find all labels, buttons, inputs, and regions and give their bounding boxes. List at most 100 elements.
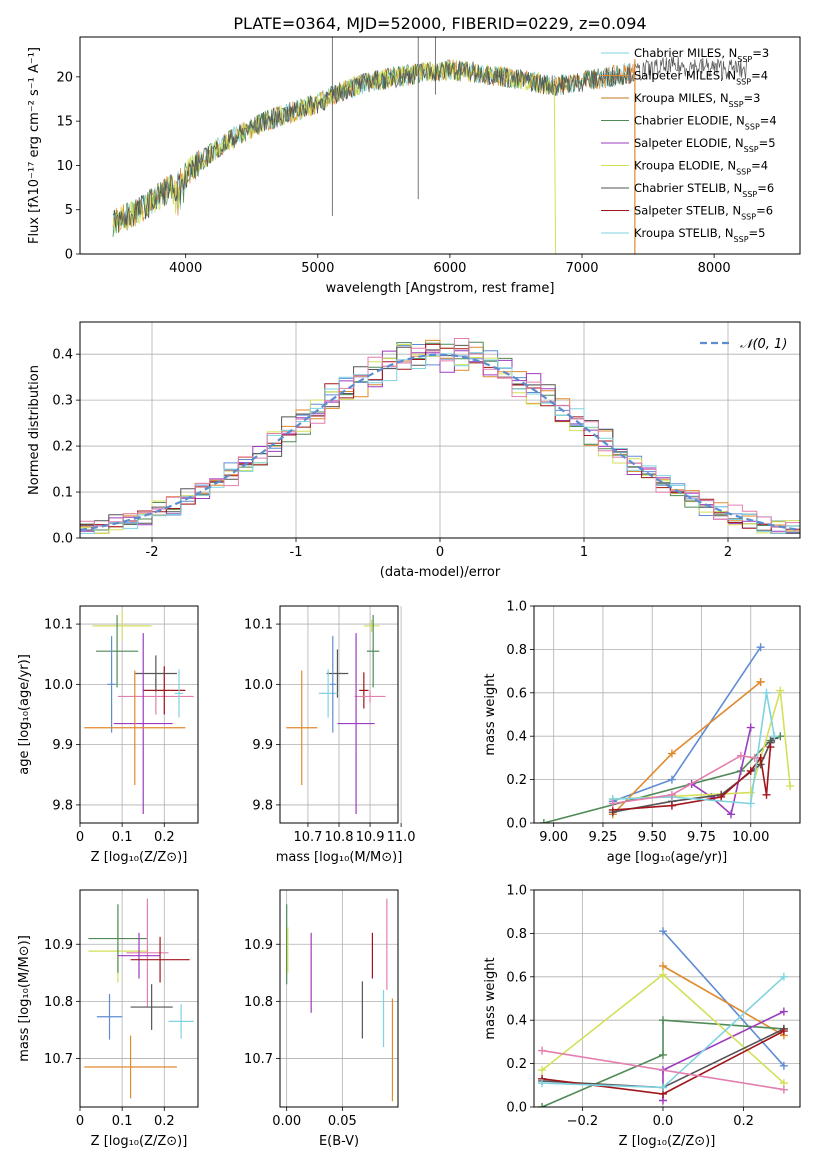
mass_vs_z-ytick-label: 10.9 — [44, 938, 73, 953]
spectrum-dropout-line — [553, 85, 557, 254]
spectrum-series-kroupa_elodie — [112, 60, 556, 234]
age_vs_z-xtick-label: 0.2 — [154, 830, 175, 845]
age_vs_z-ytick-label: 9.9 — [52, 738, 73, 753]
residuals-xtick-label: 1 — [580, 545, 588, 560]
residuals-ylabel: Normed distribution — [27, 365, 42, 495]
mass_vs_z-xtick-label: 0 — [76, 1114, 84, 1129]
weight_vs_z-ytick-label: 0.8 — [506, 927, 527, 942]
residual-histogram-salpeter_stelib — [80, 343, 800, 534]
weight_vs_age-point-marker — [756, 677, 765, 686]
weight_vs_z-xtick-label: 0.2 — [733, 1114, 754, 1129]
weight_vs_z-series-chabrier_elodie — [541, 1019, 784, 1107]
weight_vs_z-point-marker — [779, 1027, 788, 1036]
mass_vs_ebv-ytick-label: 10.9 — [244, 938, 273, 953]
weight_vs_age-xlabel: age [log₁₀(age/yr)] — [607, 850, 728, 865]
weight_vs_z-point-marker — [538, 1079, 547, 1088]
weight_vs_z-point-marker — [779, 1061, 788, 1070]
mass_vs_z-ytick-label: 10.8 — [44, 995, 73, 1010]
weight_vs_z-ylabel: mass weight — [483, 957, 498, 1039]
weight_vs_z-point-marker — [658, 961, 667, 970]
residuals-ytick-label: 0.1 — [52, 486, 73, 501]
residuals-ytick-label: 0.0 — [52, 532, 73, 547]
age_vs_z-frame — [79, 605, 199, 824]
weight_vs_z-point-marker — [658, 1083, 667, 1092]
weight_vs_z-point-marker — [658, 1016, 667, 1025]
legend-entry: Chabrier ELODIE, NSSP=4 — [634, 114, 777, 132]
age_vs_z-xlabel: Z [log₁₀(Z/Z⊙)] — [91, 850, 188, 865]
age_vs_mass-xlabel: mass [log₁₀(M/M⊙)] — [276, 850, 403, 865]
age_vs_mass-ytick-label: 10.1 — [244, 618, 273, 633]
weight_vs_age-point-marker — [750, 753, 759, 762]
age_vs_mass-xtick-label: 10.7 — [293, 830, 322, 845]
mass_vs_ebv-ytick-label: 10.7 — [244, 1052, 273, 1067]
residuals-axes: -2 -1 0 1 2 0.0 0.1 0.2 0.3 0.4 (data-model)/error… — [27, 321, 801, 580]
residuals-xtick-label: 0 — [436, 545, 444, 560]
age_vs_z-ytick-label: 10.0 — [44, 678, 73, 693]
mass_vs_z-ylabel: mass [log₁₀(M/M⊙)] — [17, 935, 32, 1062]
weight_vs_z-ytick-label: 0.0 — [506, 1101, 527, 1116]
weight_vs_z-xlabel: Z [log₁₀(Z/Z⊙)] — [619, 1134, 716, 1149]
age_vs_z-ytick-label: 9.8 — [52, 798, 73, 813]
weight_vs_age-point-marker — [762, 688, 771, 697]
spectrum-legend: Chabrier MILES, NSSP=3 Salpeter MILES, NS… — [601, 46, 777, 244]
age_vs_z-ytick-label: 10.1 — [44, 618, 73, 633]
weight_vs_z-point-marker — [779, 1085, 788, 1094]
weight_vs_age-ytick-label: 0.6 — [506, 686, 527, 701]
weight_vs_age-series-salpeter_elodie — [691, 727, 752, 816]
spectrum-ytick-label: 20 — [56, 70, 73, 85]
weight_vs_age-plot-area — [539, 643, 795, 823]
weight_vs_z-series-chabrier_miles — [662, 930, 785, 1067]
age_vs_mass-xtick-label: 11.0 — [387, 830, 416, 845]
residuals-plot-area — [80, 338, 800, 534]
legend-entry: Salpeter ELODIE, NSSP=5 — [634, 136, 776, 154]
weight_vs_age-point-marker — [667, 775, 676, 784]
mass_vs_ebv-xtick-label: 0.05 — [328, 1114, 357, 1129]
mass_vs_ebv-plot-area — [286, 898, 394, 1102]
legend-entry: Kroupa STELIB, NSSP=5 — [634, 226, 765, 244]
spectrum-xtick-label: 7000 — [565, 261, 598, 276]
weight_vs_age-point-marker — [746, 799, 755, 808]
mass_vs_z-xlabel: Z [log₁₀(Z/Z⊙)] — [91, 1134, 188, 1149]
residuals-ytick-label: 0.4 — [52, 348, 73, 363]
weight_vs_age-xtick-label: 9.00 — [539, 830, 568, 845]
legend-entry: Salpeter MILES, NSSP=4 — [634, 69, 768, 87]
weight_vs_age-frame — [533, 605, 801, 824]
age_vs_mass-xtick-label: 10.8 — [325, 830, 354, 845]
age_vs_mass-plot-area — [286, 615, 386, 814]
weight_vs_z-point-marker — [779, 1007, 788, 1016]
age_vs_mass-xtick-label: 10.9 — [356, 830, 385, 845]
weight_vs_age-point-marker — [539, 819, 548, 823]
weight_vs_z-axes: −0.2 0.0 0.2 0.0 0.2 0.4 0.6 0.8 1.0 Z [log₁₀(Z/Z… — [483, 884, 801, 1149]
weight_vs_z-point-marker — [779, 972, 788, 981]
weight_vs_z-frame — [533, 889, 801, 1108]
weight_vs_z-point-marker — [658, 927, 667, 936]
mass_vs_ebv-xlabel: E(B-V) — [319, 1134, 359, 1149]
mass_vs_z-axes: 0 0.1 0.2 10.7 10.8 10.9 Z [log₁₀(Z/Z⊙)] mass [… — [17, 889, 199, 1149]
figure-title: PLATE=0364, MJD=52000, FIBERID=0229, z=0… — [233, 14, 646, 33]
weight_vs_age-ytick-label: 0.8 — [506, 643, 527, 658]
weight_vs_age-xtick-label: 9.50 — [638, 830, 667, 845]
mass_vs_z-frame — [79, 889, 199, 1108]
weight_vs_age-point-marker — [717, 792, 726, 801]
residuals-xlabel: (data-model)/error — [380, 565, 501, 580]
age_vs_mass-frame — [279, 605, 399, 824]
spectrum-axes: 4000 5000 6000 7000 8000 0 5 10 15 20 wavelength [… — [27, 36, 801, 296]
weight_vs_age-series-kroupa_elodie — [612, 690, 791, 800]
weight_vs_age-point-marker — [608, 799, 617, 808]
legend-entry: Kroupa ELODIE, NSSP=4 — [634, 159, 768, 177]
weight_vs_age-point-marker — [667, 790, 676, 799]
weight_vs_age-axes: 9.00 9.25 9.50 9.75 10.00 0.0 0.2 0.4 0.6 0.8 1.0 a… — [483, 600, 801, 865]
weight_vs_z-point-marker — [538, 1103, 547, 1107]
weight_vs_z-point-marker — [538, 1066, 547, 1075]
weight_vs_age-point-marker — [770, 732, 779, 741]
weight_vs_age-ytick-label: 0.4 — [506, 730, 527, 745]
mass_vs_ebv-ytick-label: 10.8 — [244, 995, 273, 1010]
mass_vs_ebv-xtick-label: 0.00 — [272, 1114, 301, 1129]
age_vs_z-plot-area — [84, 610, 194, 814]
weight_vs_age-point-marker — [746, 766, 755, 775]
age_vs_mass-ytick-label: 9.9 — [252, 738, 273, 753]
weight_vs_age-point-marker — [736, 751, 745, 760]
weight_vs_z-series-salpeter_miles — [662, 965, 785, 1037]
